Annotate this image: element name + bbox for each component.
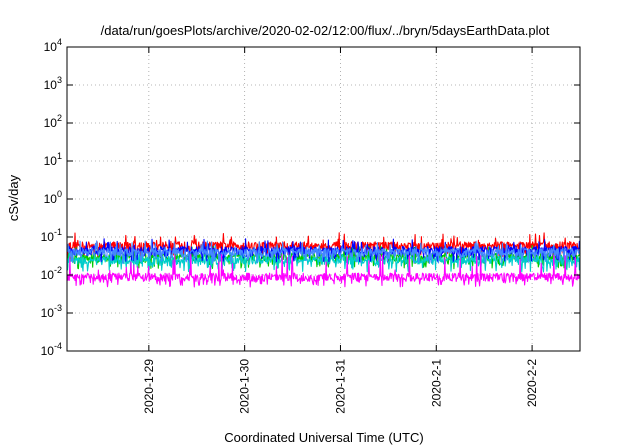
y-tick-label: 10-4 — [41, 341, 62, 358]
series-line-5 — [66, 240, 581, 265]
x-tick-label: 2020-1-29 — [142, 359, 156, 414]
x-axis: 2020-1-29 2020-1-30 2020-1-31 2020-2-1 2020-… — [142, 47, 539, 414]
x-tick-label: 2020-1-31 — [333, 359, 347, 414]
x-axis-label: Coordinated Universal Time (UTC) — [224, 430, 423, 445]
y-tick-label: 10-3 — [41, 303, 62, 320]
x-tick-label: 2020-1-30 — [238, 359, 252, 414]
y-tick-label: 103 — [44, 75, 62, 92]
y-tick-label: 104 — [44, 37, 62, 54]
x-tick-label: 2020-2-2 — [525, 359, 539, 407]
series-line-6 — [66, 253, 581, 288]
y-tick-label: 10-2 — [41, 265, 62, 282]
y-axis-label: cSv/day — [6, 174, 21, 221]
grid — [67, 47, 580, 351]
series-group — [66, 232, 581, 288]
y-tick-label: 101 — [44, 151, 62, 168]
y-tick-label: 100 — [44, 189, 62, 206]
chart-title: /data/run/goesPlots/archive/2020-02-02/1… — [101, 23, 550, 38]
x-tick-label: 2020-2-1 — [429, 359, 443, 407]
y-tick-label: 10-1 — [41, 227, 62, 244]
y-tick-label: 102 — [44, 113, 62, 130]
